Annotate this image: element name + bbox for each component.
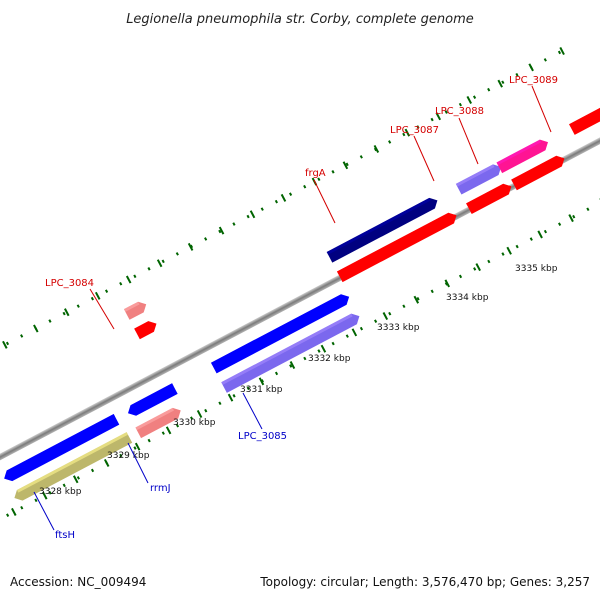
leader-frgA <box>313 179 336 224</box>
LPC_3087-arrow[interactable] <box>455 162 504 195</box>
major-tick <box>103 458 110 467</box>
major-tick <box>342 161 349 170</box>
major-tick <box>506 246 512 255</box>
major-tick <box>249 210 256 219</box>
major-tick <box>497 79 503 88</box>
tick-label-3330: 3330 kbp <box>173 418 216 428</box>
ftsH-neighbor-arrow[interactable] <box>1 414 120 484</box>
gene-label-frgA[interactable]: frgA <box>305 168 326 179</box>
LPC_3084-arrow-a[interactable] <box>123 299 149 320</box>
rrmJ-neighbor-arrow[interactable] <box>125 383 178 418</box>
major-tick <box>218 226 225 235</box>
LPC_3088-arrow[interactable] <box>496 137 551 174</box>
major-tick <box>187 242 194 251</box>
major-tick <box>466 95 472 104</box>
leader-LPC_3089 <box>531 85 552 133</box>
gene-label-ftsH[interactable]: ftsH <box>55 530 75 541</box>
tick-label-3335: 3335 kbp <box>515 264 558 274</box>
major-tick <box>165 426 172 435</box>
gene-label-LPC_3088[interactable]: LPC_3088 <box>435 106 484 117</box>
leader-rrmJ <box>127 442 149 484</box>
major-tick <box>320 344 327 353</box>
tick-label-3331: 3331 kbp <box>240 385 283 395</box>
major-tick <box>42 491 48 500</box>
major-tick <box>196 409 203 418</box>
gene-label-LPC_3087[interactable]: LPC_3087 <box>390 125 439 136</box>
LPC_3089-arrow[interactable] <box>569 95 600 135</box>
LPC_3085-arrow[interactable] <box>221 311 362 393</box>
gene-label-rrmJ[interactable]: rrmJ <box>150 483 171 494</box>
major-tick <box>94 291 101 300</box>
accession-text: Accession: NC_009494 <box>10 575 146 589</box>
major-tick <box>258 377 265 386</box>
major-tick <box>413 295 420 304</box>
major-tick <box>373 144 380 153</box>
major-tick <box>134 442 141 451</box>
genome-track <box>0 44 600 517</box>
gene-label-LPC_3089[interactable]: LPC_3089 <box>509 75 558 86</box>
leader-LPC_3087 <box>413 135 435 182</box>
major-tick <box>64 308 70 317</box>
major-tick <box>125 275 132 284</box>
gene-labels: LPC_3084 frgA LPC_3087 LPC_3088 LPC_3089… <box>33 75 558 541</box>
map-title: Legionella pneumophila str. Corby, compl… <box>126 12 474 27</box>
major-tick <box>537 230 543 239</box>
rrmJ-arrow[interactable] <box>135 405 183 439</box>
major-tick <box>559 47 565 56</box>
major-tick <box>72 475 79 484</box>
major-tick <box>156 259 163 268</box>
LPC_3087-red-arrow[interactable] <box>466 181 514 214</box>
leader-LPC_3084 <box>89 288 115 330</box>
major-tick <box>2 340 8 349</box>
genome-backbone <box>0 128 600 470</box>
LPC_3084-arrow-b[interactable] <box>134 318 159 340</box>
major-tick <box>382 312 389 321</box>
frgA-arrow[interactable] <box>326 195 441 263</box>
kbp-tick-labels: 3328 kbp 3329 kbp 3330 kbp 3331 kbp 3332… <box>39 264 558 497</box>
major-tick <box>280 193 287 202</box>
tick-label-3333: 3333 kbp <box>377 323 420 333</box>
outer-major-ticks <box>2 47 565 349</box>
major-tick <box>475 263 481 272</box>
gene-features <box>1 95 600 503</box>
LPC_3088-red-arrow[interactable] <box>511 153 567 191</box>
major-tick <box>444 279 451 288</box>
major-tick <box>351 328 358 337</box>
gene-label-LPC_3085[interactable]: LPC_3085 <box>238 431 287 442</box>
tick-label-3332: 3332 kbp <box>308 354 351 364</box>
tick-label-3334: 3334 kbp <box>446 293 489 303</box>
major-tick <box>33 324 39 333</box>
major-tick <box>404 128 411 137</box>
tick-label-3328: 3328 kbp <box>39 487 82 497</box>
frgA-red-arrow[interactable] <box>336 210 459 283</box>
major-tick <box>568 214 574 223</box>
ftsH-arrow[interactable] <box>12 432 133 503</box>
gene-label-LPC_3084[interactable]: LPC_3084 <box>45 278 94 289</box>
leader-ftsH <box>33 491 55 531</box>
major-tick <box>289 361 296 370</box>
tick-label-3329: 3329 kbp <box>107 451 150 461</box>
leader-LPC_3085 <box>242 392 263 430</box>
major-tick <box>528 63 534 72</box>
major-tick <box>11 507 17 516</box>
LPC_3085-neighbor-arrow[interactable] <box>210 291 352 374</box>
inner-major-ticks <box>11 197 600 516</box>
genome-summary-text: Topology: circular; Length: 3,576,470 bp… <box>259 575 590 589</box>
major-tick <box>227 393 234 402</box>
major-tick <box>435 112 442 121</box>
leader-LPC_3088 <box>458 117 479 165</box>
